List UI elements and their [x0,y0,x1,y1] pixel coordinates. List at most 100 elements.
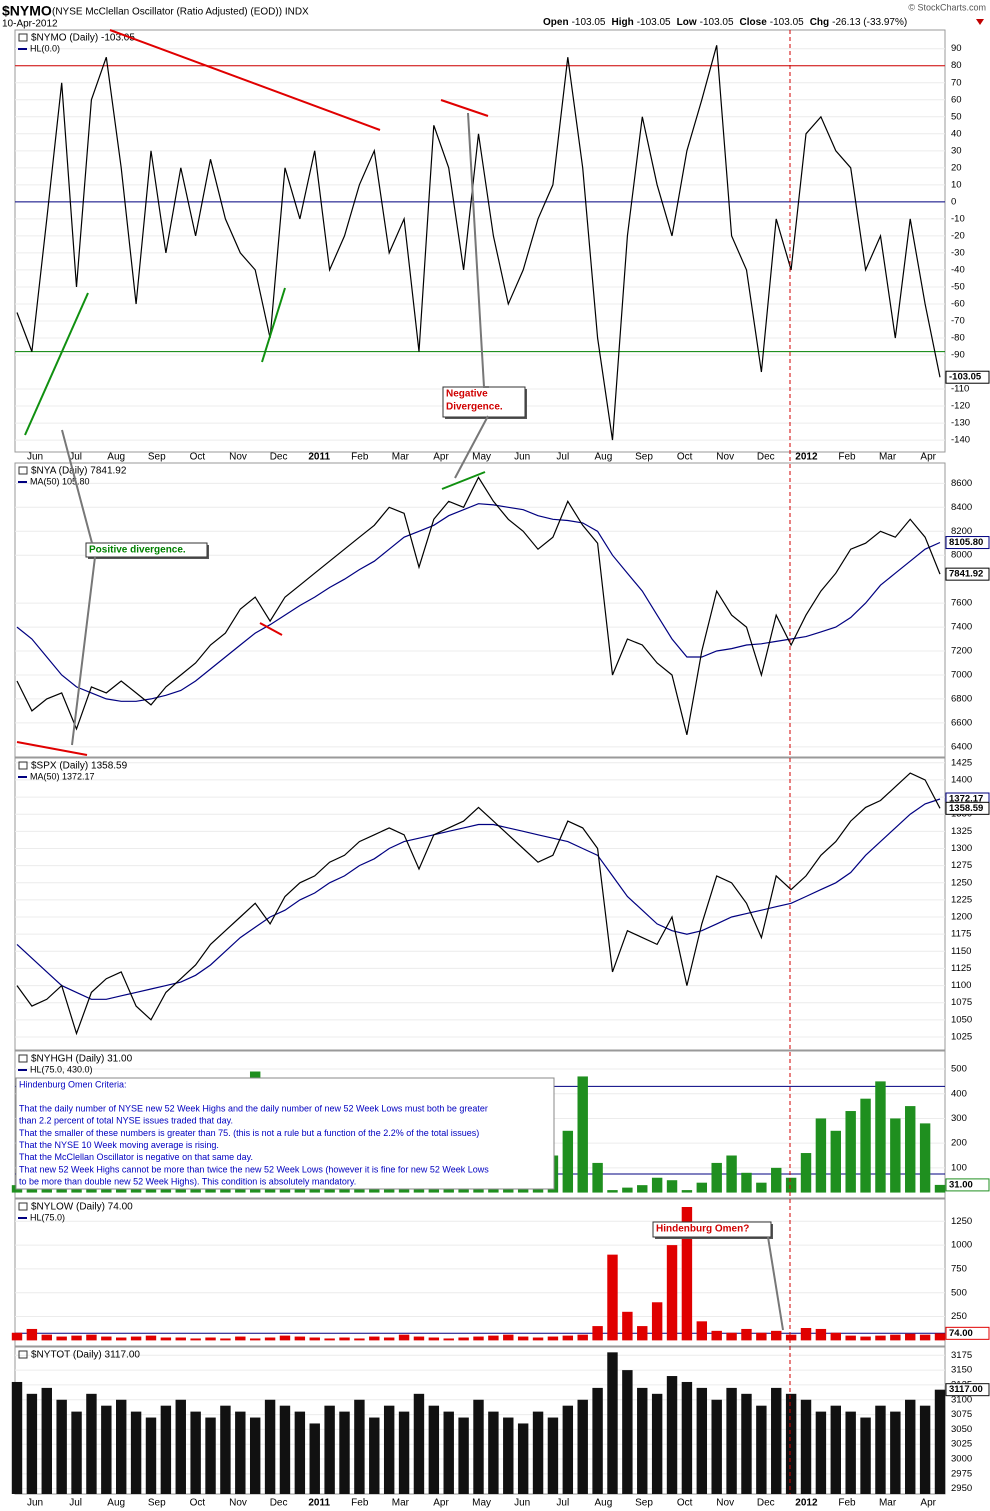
trend-line [440,99,489,117]
y-tick-label: -120 [951,401,970,412]
bar [324,1405,335,1494]
last-value-tag [945,1326,990,1340]
y-tick-label: 50 [951,111,962,122]
bar [875,1081,886,1193]
y-tick-label: -40 [951,264,965,275]
bar [681,1207,693,1341]
month-label: Aug [107,452,125,463]
bar [666,1376,678,1494]
panel-title: $NYMO (Daily) -103.05 [31,33,135,44]
annotation-box [652,1221,772,1238]
panel-frame [14,757,946,1051]
month-label: 2012 [795,452,818,463]
bar [905,1399,916,1494]
bar [517,1336,529,1341]
bar [488,1335,499,1341]
y-tick-label: 1400 [951,774,972,785]
legend-icon [18,33,28,42]
month-label: Jul [556,452,569,463]
bar [934,1184,946,1193]
bar [26,1393,38,1494]
bar [160,1405,172,1494]
bar [860,1417,871,1494]
note-line: to be more than double new 52 Week Highs… [19,1177,356,1187]
y-tick-label: 3050 [951,1424,972,1435]
month-label: 2012 [795,1498,818,1509]
panel-frame [14,1198,946,1347]
bar [800,1399,812,1494]
bar [11,1332,23,1341]
bar [637,1387,648,1494]
y-tick-label: -60 [951,298,965,309]
month-label: Jun [27,452,43,463]
y-tick-label: 1025 [951,1031,972,1042]
last-value-tag [945,801,990,815]
y-tick-label: 500 [951,1287,967,1298]
month-label: Mar [879,452,897,463]
bar [205,1417,216,1494]
bar [517,1423,529,1494]
y-tick-label: 1100 [951,980,971,991]
bar [592,1387,603,1494]
bar [101,1405,112,1494]
y-tick-label: -50 [951,281,965,292]
y-tick-label: 100 [951,1162,967,1173]
bar [875,1405,886,1494]
bar [532,1411,544,1494]
bar [264,1337,276,1341]
month-label: Mar [879,1498,897,1509]
bar [785,1177,797,1193]
panel-title: $NYHGH (Daily) 31.00 [31,1054,133,1065]
note-line: That new 52 Week Highs cannot be more th… [19,1164,489,1174]
bar [369,1336,380,1341]
y-tick-label: 1325 [951,826,972,837]
month-label: Nov [716,1498,734,1509]
month-label: Dec [757,452,775,463]
y-tick-label: 1125 [951,963,971,974]
month-label: Feb [838,452,856,463]
bar [503,1334,514,1341]
bar [41,1334,52,1341]
bar [800,1327,812,1341]
y-tick-label: 1275 [951,860,972,871]
panel-title: $NYTOT (Daily) 3117.00 [31,1350,140,1361]
bar [294,1411,306,1494]
quote-label: Chg [810,17,829,28]
month-label: Jun [27,1498,43,1509]
bar [398,1334,410,1341]
bar [101,1336,112,1341]
bar [637,1185,648,1193]
legend-icon [18,466,28,475]
last-value-tag [945,1383,990,1397]
month-label: Apr [920,452,936,463]
bar [756,1182,767,1193]
bar [726,1332,737,1341]
bar [354,1338,365,1341]
annotation-text: Negative [446,389,488,400]
y-tick-label: 200 [951,1138,967,1149]
y-tick-label: 80 [951,60,962,71]
y-tick-label: 6800 [951,693,972,704]
bar [26,1187,38,1193]
bar [205,1337,216,1341]
y-tick-label: 8600 [951,478,972,489]
bar [711,1162,722,1193]
panel-title: $NYLOW (Daily) 74.00 [31,1202,133,1213]
date: 10-Apr-2012 [2,19,58,30]
panel-title: $NYA (Daily) 7841.92 [31,466,127,477]
bar [488,1411,499,1494]
month-label: Apr [920,1498,936,1509]
bar [741,1328,752,1341]
bar [41,1387,52,1494]
last-value-label: -103.05 [949,372,982,383]
bar [681,1190,693,1193]
bar [815,1411,827,1494]
bar [875,1335,886,1341]
bar [220,1338,231,1341]
y-tick-label: -20 [951,230,965,241]
y-tick-label: 1250 [951,1216,972,1227]
panel-frame [14,462,946,758]
bar [145,1335,157,1341]
y-tick-label: 1200 [951,912,972,923]
